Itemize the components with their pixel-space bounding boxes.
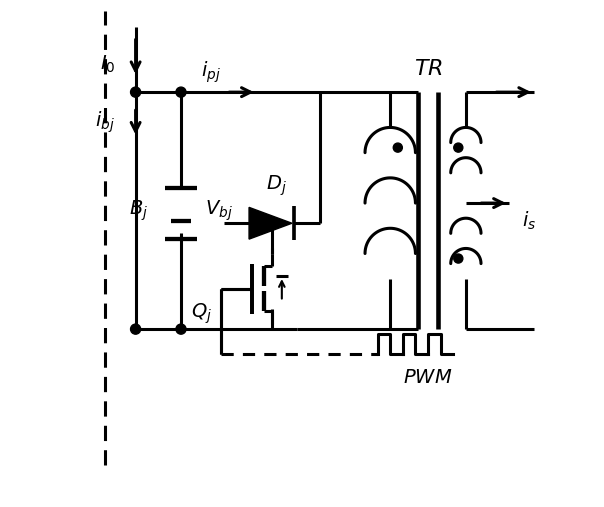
Text: $i_s$: $i_s$ <box>522 209 536 232</box>
Text: $I_0$: $I_0$ <box>100 54 115 75</box>
Polygon shape <box>249 207 292 239</box>
Text: $Q_j$: $Q_j$ <box>191 302 212 327</box>
Text: $i_{bj}$: $i_{bj}$ <box>95 110 115 135</box>
Text: $D_j$: $D_j$ <box>266 173 287 198</box>
Circle shape <box>130 87 141 97</box>
Text: $i_{pj}$: $i_{pj}$ <box>201 59 221 85</box>
Circle shape <box>176 87 186 97</box>
Text: $PWM$: $PWM$ <box>403 368 453 386</box>
Text: $TR$: $TR$ <box>414 59 443 80</box>
Text: $B_j$: $B_j$ <box>129 198 148 223</box>
Circle shape <box>176 324 186 334</box>
Text: $V_{bj}$: $V_{bj}$ <box>205 198 233 223</box>
Circle shape <box>393 143 402 152</box>
Circle shape <box>454 254 463 263</box>
Circle shape <box>130 324 141 334</box>
Circle shape <box>454 143 463 152</box>
